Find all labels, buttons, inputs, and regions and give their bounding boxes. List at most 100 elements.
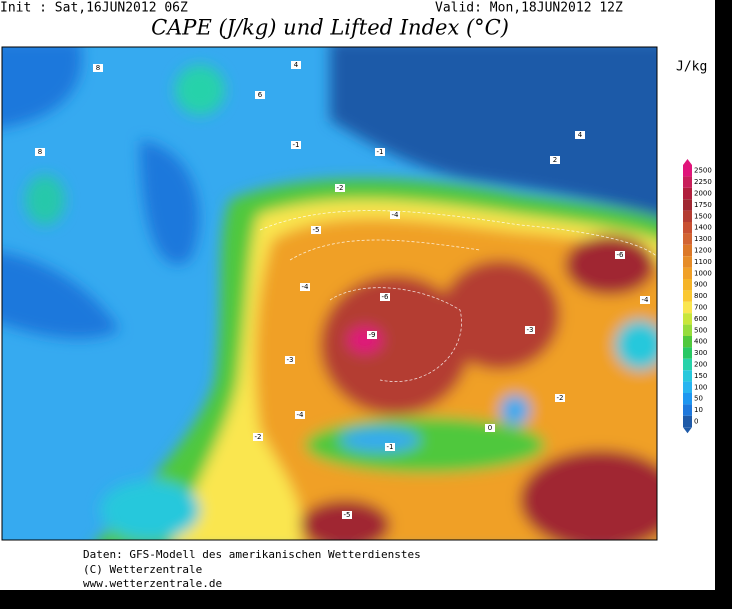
contour-label-box	[375, 148, 385, 156]
colorbar-swatch	[683, 233, 692, 245]
colorbar-label: 600	[694, 315, 707, 323]
init-time: Init : Sat,16JUN2012 06Z	[0, 1, 188, 16]
contour-label: -1	[387, 443, 394, 451]
colorbar-label: 2250	[694, 178, 712, 186]
contour-label: -4	[302, 283, 310, 291]
colorbar-label: 300	[694, 349, 707, 357]
colorbar-swatch	[683, 279, 692, 291]
contour-label-box	[550, 156, 560, 164]
colorbar-label: 0	[694, 418, 698, 426]
colorbar-swatch	[683, 358, 692, 371]
contour-label: 8	[38, 148, 42, 156]
footer-source: Daten: GFS-Modell des amerikanischen Wet…	[83, 548, 421, 561]
colorbar-label: 200	[694, 361, 707, 369]
contour-label-box	[390, 211, 400, 219]
unit-label: J/kg	[676, 60, 707, 75]
colorbar-label: 900	[694, 281, 707, 289]
contour-label: -2	[557, 394, 564, 402]
colorbar-label: 2000	[694, 190, 712, 198]
colorbar-label: 1300	[694, 235, 712, 243]
colorbar-label: 10	[694, 406, 703, 414]
colorbar-swatch	[683, 301, 692, 314]
contour-label-box	[485, 424, 495, 432]
colorbar-swatch	[683, 324, 692, 336]
colorbar-swatch	[683, 187, 692, 200]
contour-label: -4	[642, 296, 650, 304]
map-title: CAPE (J/kg) und Lifted Index (°C)	[151, 16, 509, 40]
colorbar-label: 500	[694, 326, 707, 334]
colorbar-swatch	[683, 256, 692, 268]
contour-label-box	[93, 64, 103, 72]
frame-right	[715, 0, 732, 609]
colorbar-label: 1000	[694, 269, 712, 277]
contour-label: 4	[578, 131, 583, 139]
contour-label-box	[385, 443, 395, 451]
footer-url: www.wetterzentrale.de	[83, 577, 222, 590]
colorbar-label: 1500	[694, 212, 712, 220]
contour-label-box	[367, 331, 377, 339]
colorbar-label: 800	[694, 292, 707, 300]
colorbar-label: 400	[694, 338, 707, 346]
contour-label-box	[380, 293, 390, 301]
contour-label-box	[555, 394, 565, 402]
contour-label: 0	[488, 424, 492, 432]
colorbar-swatch	[683, 347, 692, 359]
colorbar-swatch	[683, 313, 692, 325]
contour-label: 4	[294, 61, 299, 69]
colorbar-label: 1200	[694, 247, 712, 255]
contour-label: -5	[344, 511, 351, 519]
contour-label-box	[285, 356, 295, 364]
contour-label: 6	[258, 91, 263, 99]
colorbar-swatch	[683, 404, 692, 416]
colorbar-swatch	[683, 290, 692, 302]
colorbar-tip	[683, 427, 692, 434]
contour-label-box	[291, 61, 301, 69]
contour-label-box	[640, 296, 650, 304]
contour-label-box	[291, 141, 301, 149]
colorbar-tip	[683, 159, 692, 165]
contour-label-box	[253, 433, 263, 441]
colorbar-swatch	[683, 176, 692, 188]
colorbar-label: 50	[694, 395, 703, 403]
contour-label: -6	[382, 293, 390, 301]
colorbar-swatch	[683, 393, 692, 405]
contour-label-box	[255, 91, 265, 99]
contour-label-box	[35, 148, 45, 156]
colorbar-label: 1400	[694, 224, 712, 232]
contour-label: -2	[255, 433, 262, 441]
colorbar-swatch	[683, 415, 692, 428]
contour-label: -3	[287, 356, 294, 364]
contour-label-box	[615, 251, 625, 259]
colorbar-swatch	[683, 267, 692, 279]
contour-label: 2	[553, 156, 557, 164]
contour-label: -4	[297, 411, 305, 419]
colorbar-label: 700	[694, 304, 707, 312]
contour-label: -3	[527, 326, 534, 334]
colorbar-swatch	[683, 370, 692, 382]
contour-label: -6	[617, 251, 625, 259]
colorbar-label: 100	[694, 383, 707, 391]
contour-label-box	[295, 411, 305, 419]
colorbar-swatch	[683, 336, 692, 348]
map-field	[2, 47, 657, 540]
colorbar-label: 1100	[694, 258, 712, 266]
contour-label-box	[575, 131, 585, 139]
colorbar-swatch	[683, 210, 692, 222]
contour-label-box	[525, 326, 535, 334]
contour-label-box	[342, 511, 352, 519]
colorbar-swatch	[683, 199, 692, 211]
colorbar-label: 150	[694, 372, 707, 380]
colorbar-swatch	[683, 165, 692, 177]
contour-label: -1	[293, 141, 300, 149]
colorbar-label: 2500	[694, 167, 712, 175]
frame-bottom	[0, 590, 732, 609]
valid-time: Valid: Mon,18JUN2012 12Z	[435, 1, 623, 16]
colorbar-swatch	[683, 381, 692, 393]
colorbar-label: 1750	[694, 201, 712, 209]
contour-label: -5	[313, 226, 320, 234]
contour-label-box	[311, 226, 321, 234]
contour-label-box	[300, 283, 310, 291]
colorbar-swatch	[683, 222, 692, 234]
